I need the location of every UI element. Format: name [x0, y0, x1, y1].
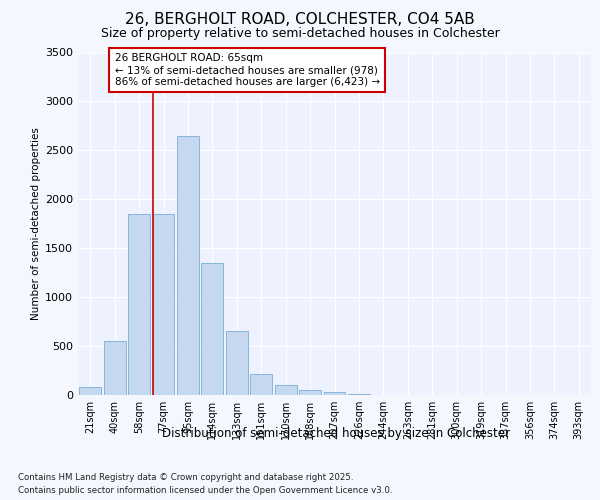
Text: Size of property relative to semi-detached houses in Colchester: Size of property relative to semi-detach…: [101, 28, 499, 40]
Bar: [104, 341, 125, 395]
Bar: [177, 136, 199, 395]
Bar: [79, 387, 101, 395]
Text: 26, BERGHOLT ROAD, COLCHESTER, CO4 5AB: 26, BERGHOLT ROAD, COLCHESTER, CO4 5AB: [125, 12, 475, 28]
Y-axis label: Number of semi-detached properties: Number of semi-detached properties: [31, 128, 41, 320]
Text: Distribution of semi-detached houses by size in Colchester: Distribution of semi-detached houses by …: [162, 428, 510, 440]
Text: Contains HM Land Registry data © Crown copyright and database right 2025.: Contains HM Land Registry data © Crown c…: [18, 472, 353, 482]
Bar: [348, 394, 370, 395]
Bar: [275, 385, 296, 395]
Bar: [250, 374, 272, 395]
Bar: [226, 332, 248, 395]
Bar: [323, 392, 346, 395]
Text: 26 BERGHOLT ROAD: 65sqm
← 13% of semi-detached houses are smaller (978)
86% of s: 26 BERGHOLT ROAD: 65sqm ← 13% of semi-de…: [115, 54, 380, 86]
Bar: [152, 214, 175, 395]
Bar: [128, 214, 150, 395]
Bar: [202, 263, 223, 395]
Bar: [299, 390, 321, 395]
Text: Contains public sector information licensed under the Open Government Licence v3: Contains public sector information licen…: [18, 486, 392, 495]
